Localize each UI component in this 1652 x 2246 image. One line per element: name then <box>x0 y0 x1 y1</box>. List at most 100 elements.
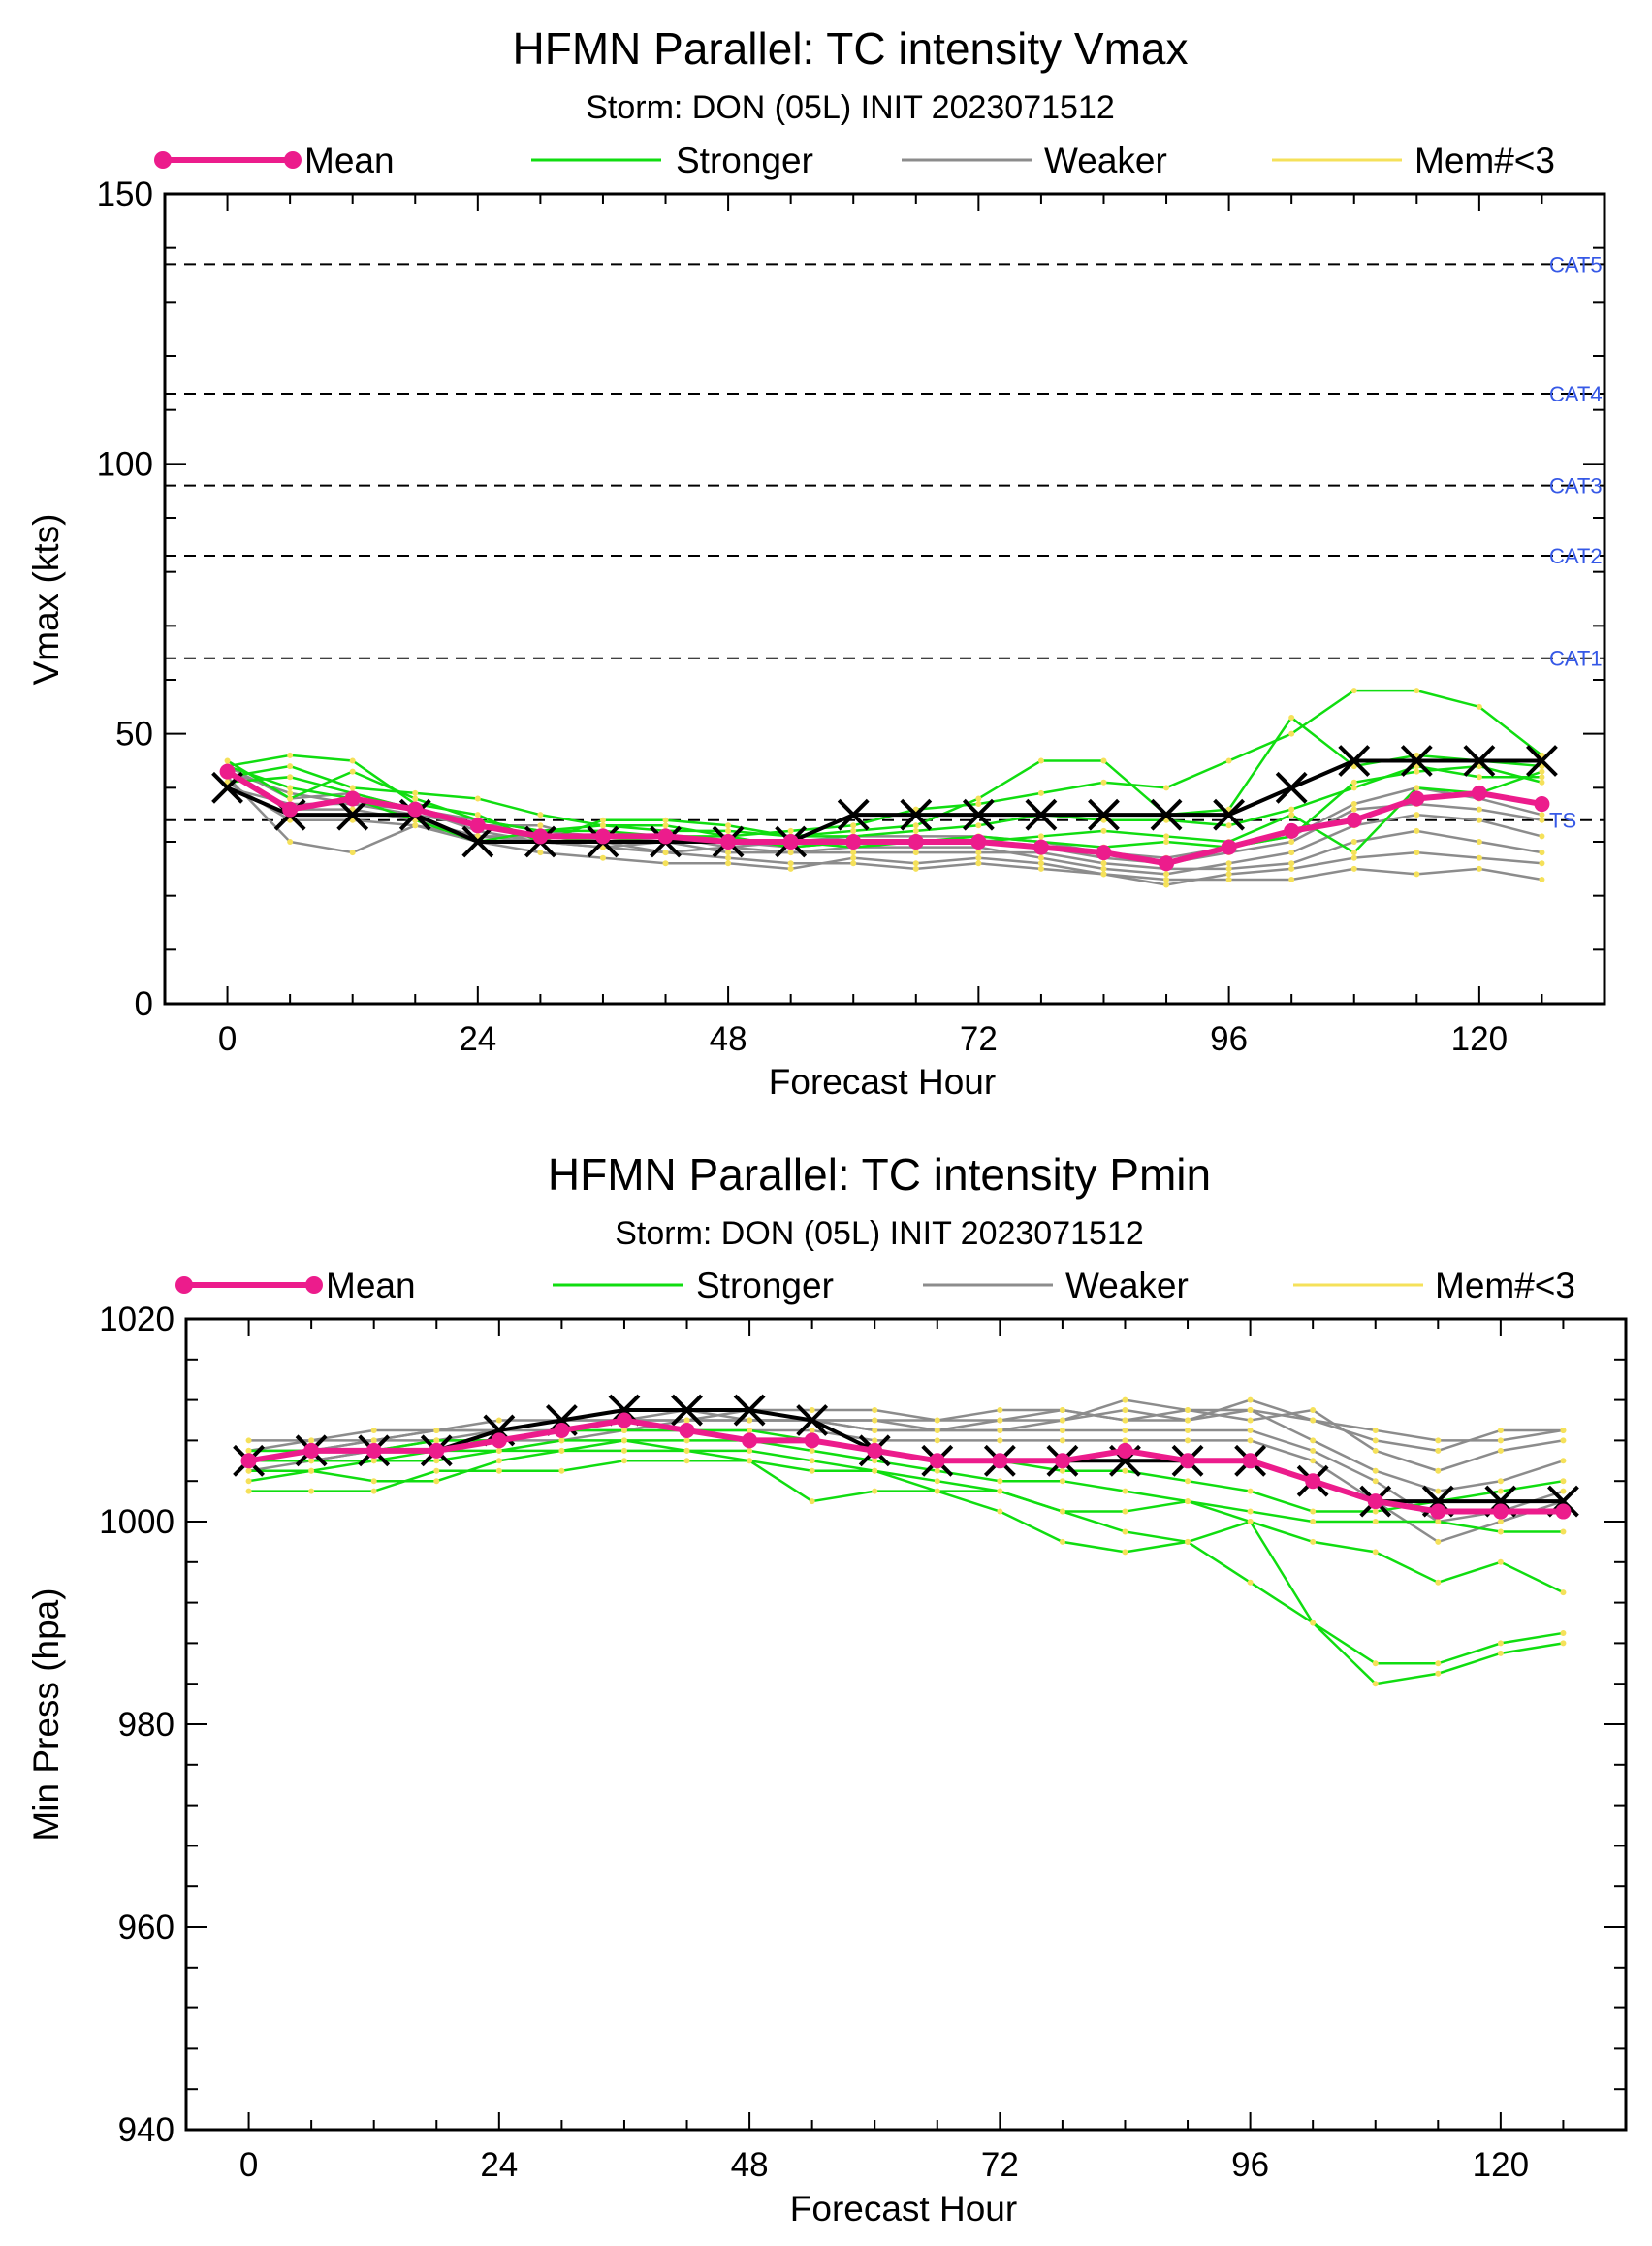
member-point <box>1435 1538 1442 1545</box>
member-point <box>1539 812 1545 818</box>
member-point <box>872 1458 878 1464</box>
weaker-member-line <box>226 781 1542 886</box>
member-point <box>787 827 794 834</box>
member-point <box>662 860 669 867</box>
member-point <box>787 860 794 867</box>
mean-point <box>1492 1503 1509 1520</box>
member-point <box>1560 1640 1567 1647</box>
member-point <box>1122 1417 1128 1424</box>
member-point <box>599 817 606 823</box>
member-point <box>850 850 857 856</box>
member-point <box>872 1417 878 1424</box>
pmin-plot-area: 0 24 48 72 96 120 940 960 980 1000 1020 <box>99 1300 1628 2184</box>
member-point <box>975 795 982 802</box>
member-point <box>1059 1538 1065 1545</box>
member-point <box>1310 1407 1317 1414</box>
member-point <box>850 860 857 867</box>
stronger-member-line <box>227 716 1542 844</box>
member-point <box>1225 876 1232 882</box>
member-point <box>1247 1396 1254 1403</box>
member-point <box>1163 839 1170 845</box>
member-point <box>1497 1528 1504 1535</box>
member-point <box>1350 865 1357 872</box>
member-point <box>1435 1447 1442 1454</box>
member-point <box>1122 1549 1128 1556</box>
member-point <box>1288 876 1295 882</box>
member-point <box>872 1437 878 1444</box>
member-point <box>1225 822 1232 829</box>
member-point <box>850 822 857 829</box>
member-point <box>558 1447 565 1454</box>
mean-point <box>679 1422 695 1438</box>
member-point <box>1560 1528 1567 1535</box>
member-point <box>1059 1467 1065 1474</box>
official-forecast-marker <box>900 798 933 831</box>
official-forecast-marker <box>1088 798 1120 831</box>
member-point <box>747 1458 753 1464</box>
member-point <box>1037 757 1044 764</box>
member-point <box>1037 854 1044 861</box>
member-point <box>1037 789 1044 796</box>
member-point <box>1310 1519 1317 1524</box>
member-point <box>1414 688 1420 694</box>
member-point <box>1059 1407 1065 1414</box>
member-point <box>787 850 794 856</box>
member-point <box>1247 1437 1254 1444</box>
member-point <box>349 850 356 856</box>
x-tick-label: 0 <box>218 1020 237 1058</box>
x-tick-label: 96 <box>1231 2146 1269 2184</box>
member-point <box>1247 1488 1254 1494</box>
member-point <box>1122 1396 1128 1403</box>
vmax-ylabel: Vmax (kts) <box>26 514 66 686</box>
member-point <box>997 1488 1003 1494</box>
member-point <box>1247 1407 1254 1414</box>
member-point <box>1476 839 1482 845</box>
mean-point <box>407 801 424 818</box>
member-point <box>1100 871 1107 878</box>
mean-point <box>594 828 611 845</box>
member-point <box>747 1417 753 1424</box>
stronger-member-line <box>227 764 1542 838</box>
member-point <box>975 850 982 856</box>
member-point <box>370 1478 377 1485</box>
threshold-label: CAT1 <box>1549 647 1603 671</box>
member-point <box>1560 1458 1567 1464</box>
member-point <box>308 1458 315 1464</box>
member-point <box>1414 768 1420 775</box>
member-point <box>620 1447 627 1454</box>
member-point <box>1310 1417 1317 1424</box>
member-point <box>683 1458 690 1464</box>
legend-mean-label: Mean <box>326 1266 416 1305</box>
member-point <box>495 1458 502 1464</box>
member-point <box>1560 1488 1567 1494</box>
y-tick-label: 1000 <box>99 1503 175 1541</box>
member-point <box>308 1467 315 1474</box>
member-point <box>1247 1417 1254 1424</box>
x-tick-label: 72 <box>960 1020 998 1058</box>
member-point <box>1476 703 1482 710</box>
member-point <box>975 854 982 861</box>
member-point <box>1225 860 1232 867</box>
member-point <box>537 850 544 856</box>
member-point <box>1163 785 1170 791</box>
official-forecast-marker <box>1213 798 1246 831</box>
member-point <box>1122 1488 1128 1494</box>
member-point <box>1497 1447 1504 1454</box>
member-point <box>1247 1427 1254 1433</box>
member-point <box>599 854 606 861</box>
member-point <box>495 1447 502 1454</box>
weaker-member-line <box>248 1419 1564 1524</box>
vmax-xlabel: Forecast Hour <box>769 1062 996 1102</box>
vmax-plot-area: TS CAT1 CAT2 CAT3 CAT4 CAT5 0 24 48 72 96 120 0 50 100… <box>97 176 1606 1058</box>
member-point <box>997 1437 1003 1444</box>
member-point <box>245 1447 252 1454</box>
member-point <box>1037 865 1044 872</box>
x-tick-label: 24 <box>459 1020 496 1058</box>
threshold-label: TS <box>1549 809 1576 833</box>
member-point <box>1539 768 1545 775</box>
member-point <box>1122 1528 1128 1535</box>
member-point <box>1288 850 1295 856</box>
member-point <box>1247 1508 1254 1515</box>
member-point <box>1350 688 1357 694</box>
threshold-label: CAT4 <box>1549 382 1603 406</box>
